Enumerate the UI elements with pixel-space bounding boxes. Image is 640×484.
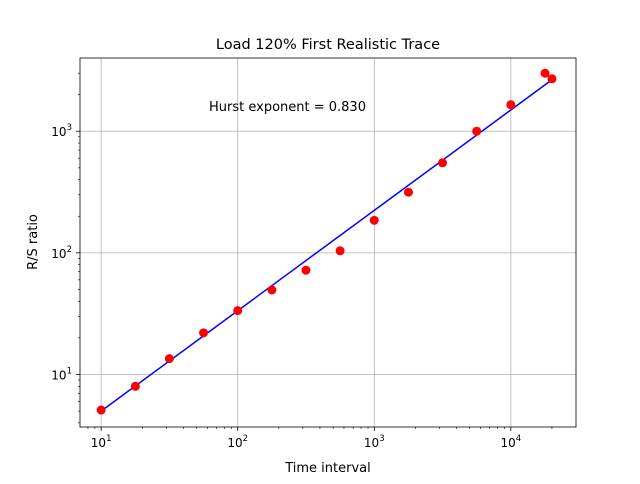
grid [80, 58, 576, 427]
x-tick-label: 103 [364, 434, 385, 450]
data-point [369, 215, 379, 225]
data-point [199, 328, 209, 338]
data-point [130, 381, 140, 391]
plot-frame [79, 57, 577, 428]
data-point [506, 100, 516, 110]
points-layer [96, 68, 557, 415]
data-point [96, 405, 106, 415]
y-axis-label: R/S ratio [26, 214, 41, 270]
y-tick-label: 102 [51, 245, 72, 261]
ticks: 101 102 103 104 101 102 103 [51, 72, 553, 450]
data-point [301, 265, 311, 275]
data-point [403, 187, 413, 197]
x-axis-label: Time interval [284, 461, 371, 476]
y-tick-label: 103 [51, 123, 72, 139]
x-tick-label: 101 [91, 434, 112, 450]
data-point [547, 74, 557, 84]
data-point [472, 126, 482, 136]
data-point [540, 68, 550, 78]
data-point [438, 158, 448, 168]
data-point [335, 246, 345, 256]
x-tick-label: 102 [227, 434, 248, 450]
data-point [267, 285, 277, 295]
data-point [233, 306, 243, 316]
chart-title: Load 120% First Realistic Trace [216, 37, 440, 53]
y-tick-label: 101 [51, 366, 72, 382]
hurst-annotation: Hurst exponent = 0.830 [209, 100, 366, 115]
x-tick-label: 104 [500, 434, 521, 450]
data-point [164, 354, 174, 364]
